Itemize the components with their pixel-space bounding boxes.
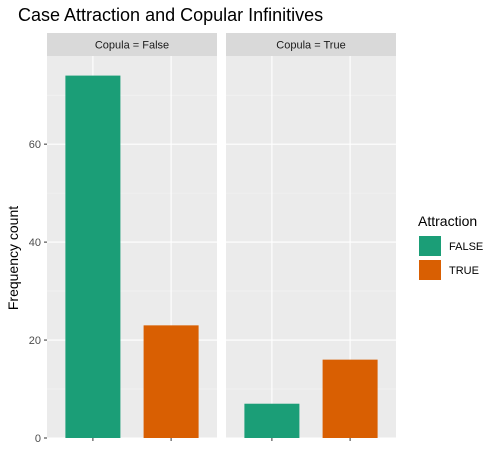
- legend-label-true: TRUE: [449, 265, 479, 277]
- legend: Attraction FALSE TRUE: [418, 213, 483, 280]
- facet-strip-label: Copula = False: [95, 40, 169, 52]
- bar-true: [322, 359, 378, 438]
- bar-false: [65, 75, 121, 438]
- legend-swatch-true: [419, 260, 441, 280]
- legend-swatch-false: [419, 236, 441, 256]
- facet-strip: [226, 33, 396, 56]
- facet-panels: Copula = False Copula = True: [47, 33, 396, 441]
- y-tick-label: 20: [29, 335, 41, 347]
- facet-strip-label: Copula = True: [276, 40, 345, 52]
- facet-panel: Copula = True: [226, 33, 396, 441]
- legend-title: Attraction: [418, 213, 477, 229]
- y-axis-label: Frequency count: [5, 206, 21, 310]
- y-axis-ticks: 0 20 40 60: [29, 139, 47, 445]
- y-tick-label: 0: [35, 433, 41, 445]
- bar-true: [143, 325, 199, 438]
- chart-title: Case Attraction and Copular Infinitives: [18, 5, 323, 25]
- legend-label-false: FALSE: [449, 241, 483, 253]
- facet-panel: Copula = False: [47, 33, 217, 441]
- y-tick-label: 60: [29, 139, 41, 151]
- facet-strip: [47, 33, 217, 56]
- y-tick-label: 40: [29, 237, 41, 249]
- bar-false: [244, 403, 300, 438]
